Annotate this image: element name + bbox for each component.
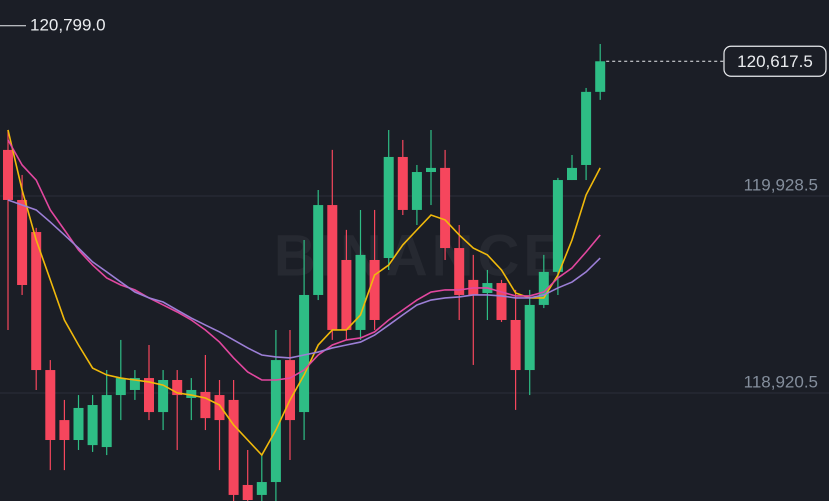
candle-body (242, 484, 253, 501)
candle-body (496, 283, 507, 320)
high-marker-label: 120,799.0 (30, 15, 106, 34)
candle-body (552, 180, 563, 272)
moving-average-line (7, 199, 601, 359)
plot-area (3, 43, 606, 501)
candle-body (524, 304, 535, 371)
candle-body (397, 156, 408, 210)
candle-body (510, 319, 521, 371)
price-label-box (723, 45, 827, 77)
candle-body (73, 407, 84, 441)
candle-body (270, 360, 281, 483)
candle-body (581, 91, 592, 165)
candle-body (313, 205, 324, 295)
candle-body (45, 370, 56, 441)
candle-body (17, 199, 28, 286)
candle-body (538, 271, 549, 305)
candle-body (411, 172, 422, 210)
candle-body (200, 391, 211, 419)
candle-body (158, 380, 169, 413)
moving-average-line (7, 129, 601, 457)
candle-body (31, 232, 42, 371)
candle-body (440, 167, 451, 249)
candle-body (186, 389, 197, 398)
candle-body (101, 395, 112, 448)
candle-body (144, 378, 154, 413)
candle-body (426, 167, 436, 173)
candle-body (454, 248, 465, 295)
moving-average-line (7, 139, 601, 381)
candle-body (228, 399, 239, 495)
y-tick-label: 118,920.5 (744, 372, 818, 391)
candle-body (3, 149, 13, 200)
candle-body (87, 405, 98, 446)
candle-body (285, 360, 295, 421)
candle-body (595, 61, 606, 92)
candle-body (355, 254, 366, 330)
candle-body (214, 395, 225, 421)
price-label: 120,617.5 (737, 52, 813, 71)
candle-body (327, 205, 338, 330)
candle-body (567, 167, 577, 181)
candle-body (172, 380, 183, 396)
candle-body (299, 294, 310, 413)
candle-body (115, 378, 126, 396)
candle-body (341, 259, 352, 330)
candle-body (383, 156, 394, 259)
candle-body (256, 482, 267, 495)
candle-body (129, 378, 140, 390)
candle-body (59, 420, 70, 441)
y-tick-label: 119,928.5 (744, 175, 818, 194)
candle-body (369, 259, 380, 320)
